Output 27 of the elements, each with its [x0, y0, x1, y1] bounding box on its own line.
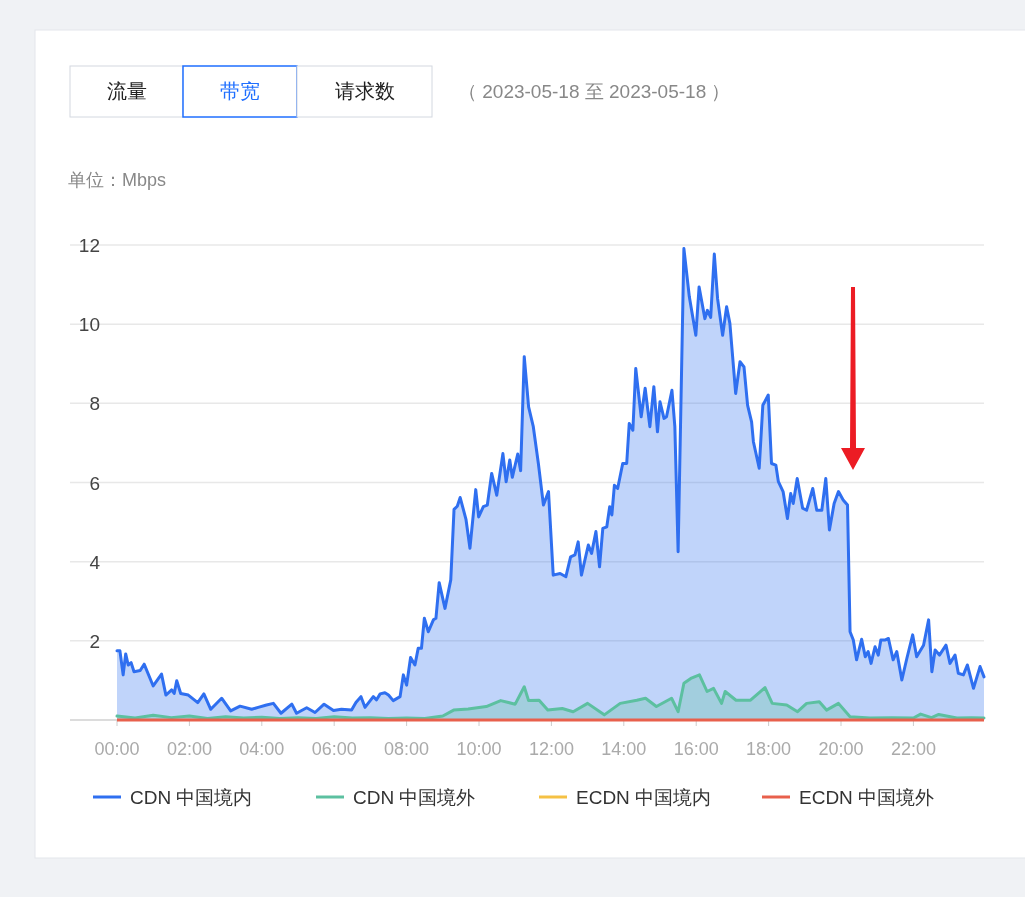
x-tick-label: 04:00 — [239, 739, 285, 759]
x-tick-label: 06:00 — [311, 739, 357, 759]
y-tick-label: 6 — [89, 472, 100, 494]
text: 带宽 — [220, 80, 260, 102]
x-tick-label: 12:00 — [528, 739, 574, 759]
y-tick-label: 10 — [78, 314, 100, 336]
x-tick-label: 22:00 — [890, 739, 936, 759]
x-tick-label: 18:00 — [746, 739, 792, 759]
text: 流量 — [106, 80, 147, 102]
x-tick-label: 16:00 — [673, 739, 719, 759]
y-tick-label: 4 — [89, 551, 101, 573]
x-tick-label: 08:00 — [384, 739, 430, 759]
x-tick-label: 00:00 — [94, 739, 140, 759]
text: （ 2023-05-18 至 2023-05-18 ） — [458, 81, 731, 102]
x-tick-label: 14:00 — [601, 739, 647, 759]
y-tick-label: 2 — [89, 630, 100, 652]
text: 请求数 — [334, 80, 395, 102]
legend-label: CDN 中国境外 — [353, 787, 476, 808]
legend-label: ECDN 中国境外 — [799, 787, 935, 808]
x-tick-label: 10:00 — [456, 739, 502, 759]
x-tick-label: 20:00 — [818, 739, 864, 759]
y-tick-label: 12 — [78, 235, 100, 256]
y-tick-label: 8 — [89, 393, 100, 415]
y-axis-title: 单位：Mbps — [68, 170, 167, 190]
legend-label: CDN 中国境内 — [130, 787, 253, 808]
legend-label: ECDN 中国境内 — [576, 787, 712, 808]
x-tick-label: 02:00 — [166, 739, 212, 759]
